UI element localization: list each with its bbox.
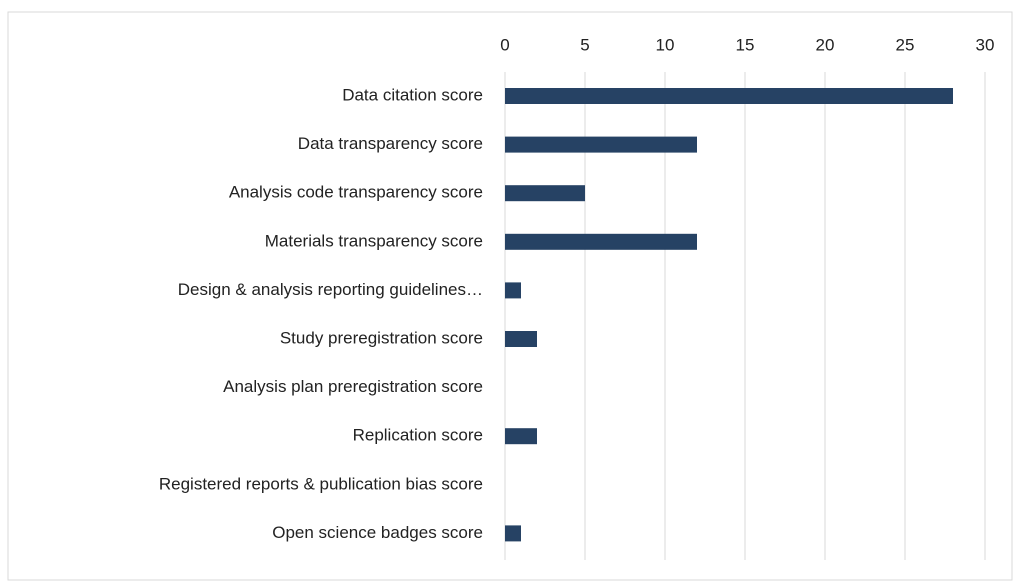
x-tick-label: 30 bbox=[976, 35, 995, 54]
bar bbox=[505, 185, 585, 202]
y-tick-label: Data transparency score bbox=[298, 134, 483, 153]
y-tick-label: Open science badges score bbox=[272, 523, 483, 542]
bar bbox=[505, 331, 537, 347]
bar bbox=[505, 136, 697, 153]
x-tick-label: 0 bbox=[500, 35, 509, 54]
y-tick-label: Data citation score bbox=[342, 85, 483, 104]
x-tick-label: 25 bbox=[896, 35, 915, 54]
y-tick-label: Materials transparency score bbox=[265, 231, 483, 250]
bar bbox=[505, 233, 697, 250]
bar bbox=[505, 282, 521, 299]
x-tick-label: 15 bbox=[736, 35, 755, 54]
y-tick-label: Replication score bbox=[353, 426, 483, 445]
x-tick-label: 20 bbox=[816, 35, 835, 54]
y-tick-label: Study preregistration score bbox=[280, 328, 483, 347]
y-tick-label: Analysis plan preregistration score bbox=[223, 377, 483, 396]
y-tick-label: Registered reports & publication bias sc… bbox=[159, 474, 483, 493]
chart-border bbox=[7, 11, 1013, 581]
y-tick-label: Design & analysis reporting guidelines… bbox=[178, 280, 483, 299]
x-tick-label: 5 bbox=[580, 35, 589, 54]
bar bbox=[505, 525, 521, 542]
bar bbox=[505, 88, 953, 104]
bar bbox=[505, 428, 537, 445]
y-tick-label: Analysis code transparency score bbox=[229, 183, 483, 202]
x-tick-label: 10 bbox=[656, 35, 675, 54]
